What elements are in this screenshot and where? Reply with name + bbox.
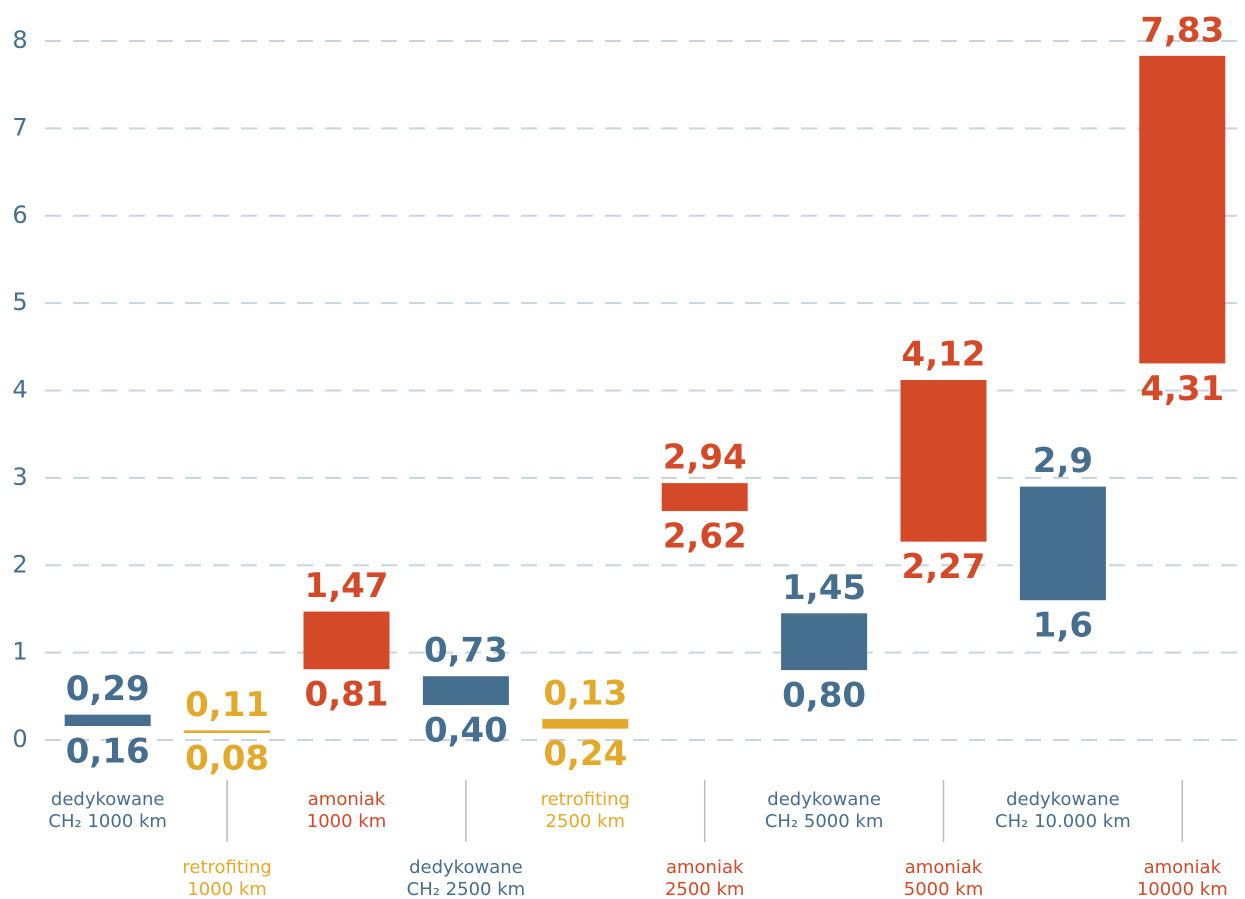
bar [900,380,987,542]
x-category-label: 1000 km [187,879,267,899]
y-tick-label: 7 [12,113,27,141]
x-category-label: retrofiting [182,857,271,878]
x-category-label: retrofiting [541,789,630,810]
y-tick-label: 4 [12,376,27,404]
bar [781,613,868,671]
x-category-label: amoniak [666,857,744,878]
x-category-label: 2500 km [665,879,745,899]
top-value-label: 1,47 [305,566,389,606]
bar [64,714,151,727]
top-value-label: 2,94 [663,438,747,478]
x-category-label: dedykowane [409,857,523,878]
x-category-label: CH₂ 10.000 km [995,811,1131,832]
x-category-label: CH₂ 2500 km [407,879,526,899]
bar [1139,55,1226,364]
bar [422,676,509,706]
bar [542,719,629,729]
bottom-value-label: 0,80 [782,676,866,716]
x-category-label: CH₂ 5000 km [765,811,884,832]
bottom-value-label: 0,08 [185,739,269,779]
bar [1019,486,1106,601]
bottom-value-label: 0,24 [543,734,627,774]
top-value-label: 4,12 [902,335,986,375]
x-category-label: 2500 km [546,811,626,832]
y-tick-label: 2 [12,550,27,578]
x-category-label: dedykowane [1006,789,1120,810]
bottom-value-label: 0,40 [424,711,508,751]
x-category-label: dedykowane [51,789,165,810]
top-value-label: 0,13 [543,674,627,714]
y-tick-label: 8 [12,26,27,54]
y-tick-label: 3 [12,463,27,491]
top-value-label: 0,73 [424,631,508,671]
y-tick-label: 6 [12,201,27,229]
bottom-value-label: 0,16 [66,732,150,772]
x-category-label: 1000 km [307,811,387,832]
bottom-value-label: 2,62 [663,517,747,557]
x-category-label: amoniak [308,789,386,810]
y-tick-label: 5 [12,288,27,316]
bottom-value-label: 0,81 [305,675,389,715]
x-category-label: CH₂ 1000 km [48,811,167,832]
top-value-label: 1,45 [782,568,866,608]
top-value-label: 0,29 [66,669,150,709]
bar [184,730,271,734]
x-category-label: amoniak [905,857,983,878]
bottom-value-label: 2,27 [902,547,986,587]
bottom-value-label: 1,6 [1033,606,1093,646]
x-category-label: amoniak [1144,857,1222,878]
top-value-label: 2,9 [1033,441,1093,481]
bar [303,611,390,670]
y-tick-label: 1 [12,638,27,666]
top-value-label: 0,11 [185,685,269,725]
bottom-value-label: 4,31 [1140,369,1224,409]
x-category-label: 10000 km [1137,879,1228,899]
x-category-label: 5000 km [904,879,984,899]
x-category-label: dedykowane [767,789,881,810]
top-value-label: 7,83 [1140,10,1224,50]
bar [661,483,748,512]
y-tick-label: 0 [12,725,27,753]
